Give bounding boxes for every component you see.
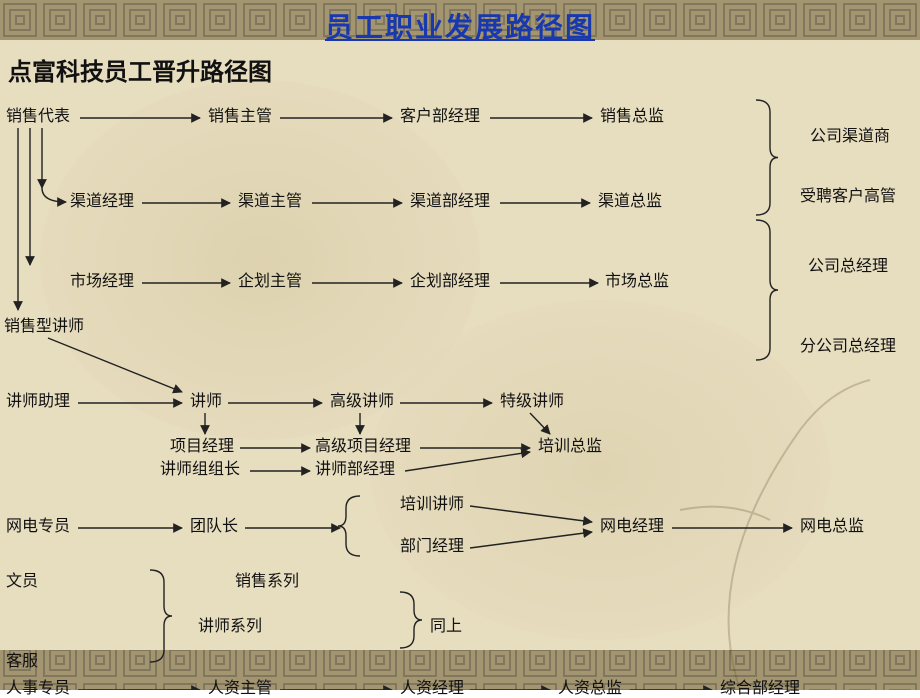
node-lect_team_lead: 讲师组组长 (160, 455, 240, 479)
node-net_spec: 网电专员 (6, 512, 70, 536)
node-cust_mgr: 客户部经理 (400, 102, 480, 126)
node-channel_vendor: 公司渠道商 (810, 122, 890, 146)
arrow-6 (42, 188, 66, 202)
node-lect_asst: 讲师助理 (6, 387, 70, 411)
arrow-27 (470, 532, 592, 548)
node-sales_rep: 销售代表 (6, 102, 70, 126)
node-lect_dept_mgr: 讲师部经理 (315, 455, 395, 479)
brace-1 (756, 220, 778, 360)
node-sp_lecturer: 特级讲师 (500, 387, 564, 411)
node-proj_mgr: 项目经理 (170, 432, 234, 456)
node-hr_spec: 人事专员 (6, 674, 70, 698)
node-lecturer: 讲师 (190, 387, 222, 411)
node-gm: 公司总经理 (808, 252, 888, 276)
node-channel_dept: 渠道部经理 (410, 187, 490, 211)
node-plan_dept: 企划部经理 (410, 267, 490, 291)
brace-0 (756, 100, 778, 215)
node-sr_lecturer: 高级讲师 (330, 387, 394, 411)
node-sales_lecturer: 销售型讲师 (4, 312, 84, 336)
arrow-26 (470, 506, 592, 522)
node-sales_sup: 销售主管 (208, 102, 272, 126)
node-train_dir: 培训总监 (538, 432, 602, 456)
arrow-19 (530, 413, 550, 434)
brace-4 (400, 592, 422, 648)
node-net_dir: 网电总监 (800, 512, 864, 536)
node-gen_dept_mgr: 综合部经理 (720, 674, 800, 698)
node-hired_exec: 受聘客户高管 (800, 182, 896, 206)
node-market_mgr: 市场经理 (70, 267, 134, 291)
node-channel_mgr: 渠道经理 (70, 187, 134, 211)
node-dept_mgr: 部门经理 (400, 532, 464, 556)
node-sales_dir: 销售总监 (600, 102, 664, 126)
node-ditto: 同上 (430, 612, 462, 636)
node-net_mgr: 网电经理 (600, 512, 664, 536)
node-lect_series: 讲师系列 (198, 612, 262, 636)
node-plan_sup: 企划主管 (238, 267, 302, 291)
node-sr_proj_mgr: 高级项目经理 (315, 432, 411, 456)
node-channel_dir: 渠道总监 (598, 187, 662, 211)
node-market_dir: 市场总监 (605, 267, 669, 291)
arrow-13 (48, 338, 182, 392)
node-cs: 客服 (6, 647, 38, 671)
node-hr_sup: 人资主管 (208, 674, 272, 698)
node-branch_gm: 分公司总经理 (800, 332, 896, 356)
brace-2 (338, 496, 360, 556)
node-team_lead: 团队长 (190, 512, 238, 536)
brace-3 (150, 570, 172, 662)
node-hr_mgr: 人资经理 (400, 674, 464, 698)
node-train_lect: 培训讲师 (400, 490, 464, 514)
arrow-23 (405, 452, 530, 471)
node-clerk: 文员 (6, 567, 38, 591)
node-sales_series: 销售系列 (235, 567, 299, 591)
node-channel_sup: 渠道主管 (238, 187, 302, 211)
node-hr_dir: 人资总监 (558, 674, 622, 698)
